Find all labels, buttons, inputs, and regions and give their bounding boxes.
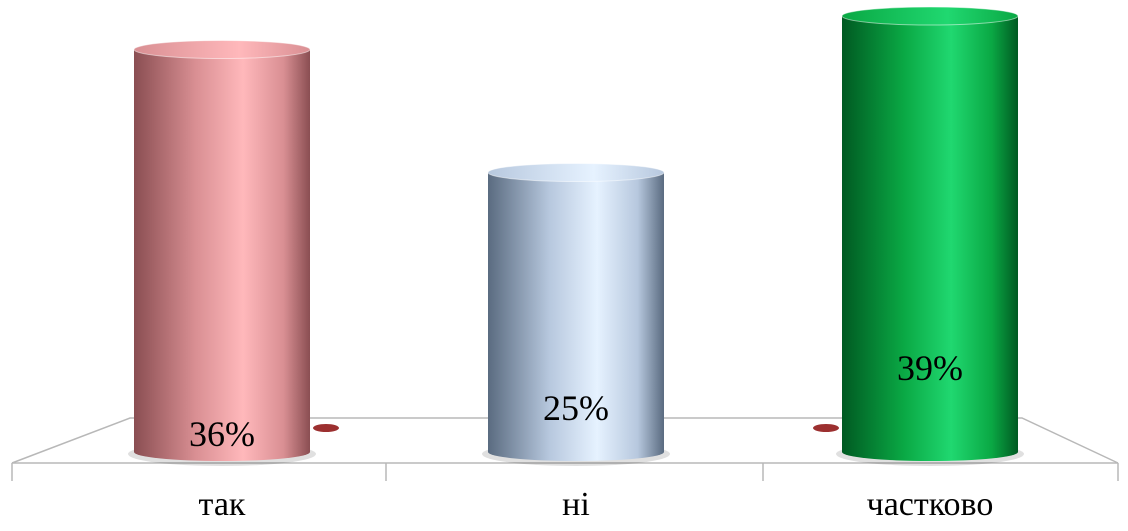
category-labels-group: так ні частково bbox=[199, 486, 994, 523]
data-labels-group: 36% 25% 39% bbox=[189, 348, 963, 454]
data-label: 25% bbox=[543, 388, 609, 428]
bar-1 bbox=[128, 40, 316, 466]
bar-body bbox=[842, 16, 1018, 461]
minor-markers bbox=[313, 424, 839, 432]
data-label: 39% bbox=[897, 348, 963, 388]
bar-top-cap bbox=[841, 6, 1019, 26]
category-label: ні bbox=[562, 486, 590, 523]
bar-body bbox=[134, 49, 310, 462]
bar-top-cap bbox=[487, 163, 665, 183]
minor-disc-marker bbox=[813, 424, 839, 432]
minor-disc-marker bbox=[313, 424, 339, 432]
bar-top-cap bbox=[133, 40, 311, 60]
bar-2 bbox=[482, 163, 670, 466]
category-label: частково bbox=[867, 486, 994, 523]
bar-body bbox=[488, 172, 664, 461]
category-label: так bbox=[199, 486, 246, 523]
bar-3 bbox=[836, 6, 1024, 466]
data-label: 36% bbox=[189, 414, 255, 454]
bars-group bbox=[128, 6, 1024, 466]
